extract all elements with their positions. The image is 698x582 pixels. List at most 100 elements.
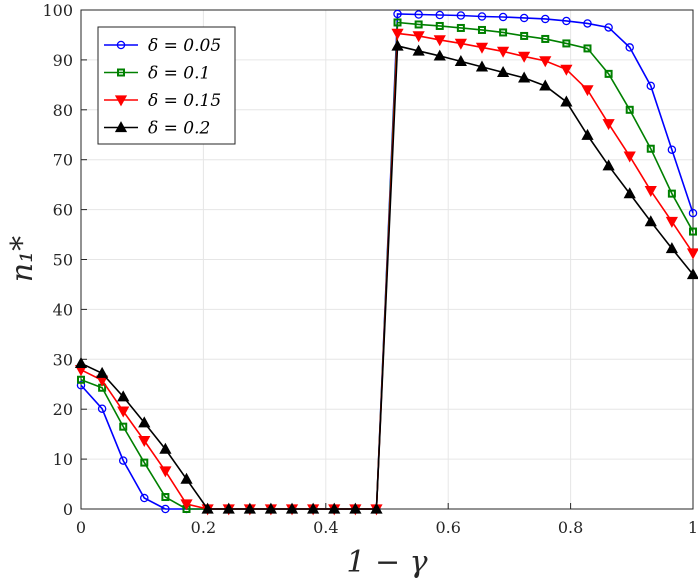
data-point [370, 502, 383, 514]
data-point [412, 31, 425, 43]
data-point [412, 44, 425, 56]
data-point [581, 85, 594, 97]
data-point [581, 128, 594, 140]
legend-label: δ = 0.05 [148, 36, 221, 56]
data-point [539, 79, 552, 91]
x-tick-label: 0.2 [191, 518, 216, 537]
data-point [583, 44, 592, 53]
legend-label: δ = 0.15 [148, 91, 221, 111]
data-point [667, 189, 676, 198]
y-tick-label: 40 [53, 300, 73, 319]
data-point [644, 185, 657, 197]
data-point [414, 20, 423, 29]
data-point [623, 187, 636, 199]
y-tick-label: 10 [53, 450, 73, 469]
data-point [138, 435, 151, 447]
data-point [623, 151, 636, 163]
x-tick-label: 0.4 [313, 518, 338, 537]
data-point [562, 16, 571, 26]
data-point [393, 18, 402, 27]
data-point [138, 416, 151, 428]
y-tick-label: 90 [53, 51, 73, 70]
legend-label: δ = 0.1 [148, 64, 210, 84]
data-point [328, 502, 341, 514]
legend-entry: δ = 0.05 [104, 36, 221, 56]
data-point [349, 502, 362, 514]
data-point [159, 442, 172, 454]
data-point [119, 422, 128, 431]
data-point [560, 95, 573, 107]
data-point [646, 144, 655, 153]
legend-items: δ = 0.05 δ = 0.1 δ = 0.15 δ = 0.2 [104, 36, 221, 139]
data-point [454, 55, 467, 67]
data-point [118, 456, 128, 465]
x-tick-label: 0.6 [435, 518, 460, 537]
data-point [539, 56, 552, 68]
data-point [604, 23, 613, 32]
data-point [140, 458, 149, 467]
data-point [604, 69, 613, 78]
data-point [391, 39, 404, 51]
data-point [159, 466, 172, 478]
legend-label: δ = 0.2 [148, 119, 210, 139]
series-group [74, 9, 698, 516]
x-axis-label: 1 − γ [346, 545, 427, 580]
data-point [393, 9, 402, 19]
data-point [562, 39, 571, 48]
data-point [560, 64, 573, 76]
data-point [74, 356, 88, 368]
data-point [475, 42, 489, 54]
data-point [475, 60, 489, 72]
data-point [518, 71, 531, 83]
data-point [180, 472, 193, 484]
data-point [97, 404, 107, 413]
legend-marker [114, 95, 128, 107]
data-point [161, 493, 170, 502]
x-axis-ticks: 0 0.2 0.4 0.6 0.8 1 [76, 503, 698, 537]
y-tick-label: 50 [53, 251, 73, 270]
data-point [285, 502, 299, 514]
data-point [222, 502, 235, 514]
legend-marker [117, 68, 125, 77]
data-point [625, 43, 634, 52]
data-point [686, 248, 698, 260]
data-point [602, 159, 615, 171]
data-point [477, 25, 486, 34]
data-point [498, 12, 508, 22]
series-line [80, 44, 694, 510]
y-axis-ticks: 0 10 20 30 40 50 60 70 80 90 100 [42, 1, 87, 519]
data-point [496, 66, 510, 78]
data-point [477, 12, 487, 21]
data-point [665, 242, 678, 254]
y-tick-label: 0 [63, 500, 73, 519]
legend: δ = 0.05 δ = 0.1 δ = 0.15 δ = 0.2 [97, 26, 236, 145]
y-tick-label: 30 [53, 350, 73, 369]
data-point [161, 504, 170, 514]
data-point [307, 502, 320, 514]
y-tick-label: 80 [53, 101, 73, 120]
data-point [644, 215, 657, 227]
data-point [435, 21, 444, 30]
legend-marker [114, 121, 128, 133]
data-point [140, 493, 149, 503]
data-point [117, 390, 130, 402]
data-point [433, 49, 446, 61]
data-point [520, 31, 529, 40]
data-point [646, 81, 656, 91]
data-point [454, 38, 467, 50]
y-tick-label: 70 [53, 151, 73, 170]
data-point [456, 11, 466, 20]
y-axis-label: n₁* [5, 236, 40, 282]
data-point [499, 28, 508, 37]
data-point [201, 502, 214, 514]
data-point [667, 145, 677, 154]
x-tick-label: 1 [688, 518, 698, 537]
data-point [541, 14, 550, 24]
data-point [602, 119, 615, 131]
data-point [117, 406, 130, 418]
data-point [688, 208, 698, 218]
data-point [264, 502, 278, 514]
legend-entry: δ = 0.2 [104, 119, 210, 139]
data-point [541, 34, 550, 43]
